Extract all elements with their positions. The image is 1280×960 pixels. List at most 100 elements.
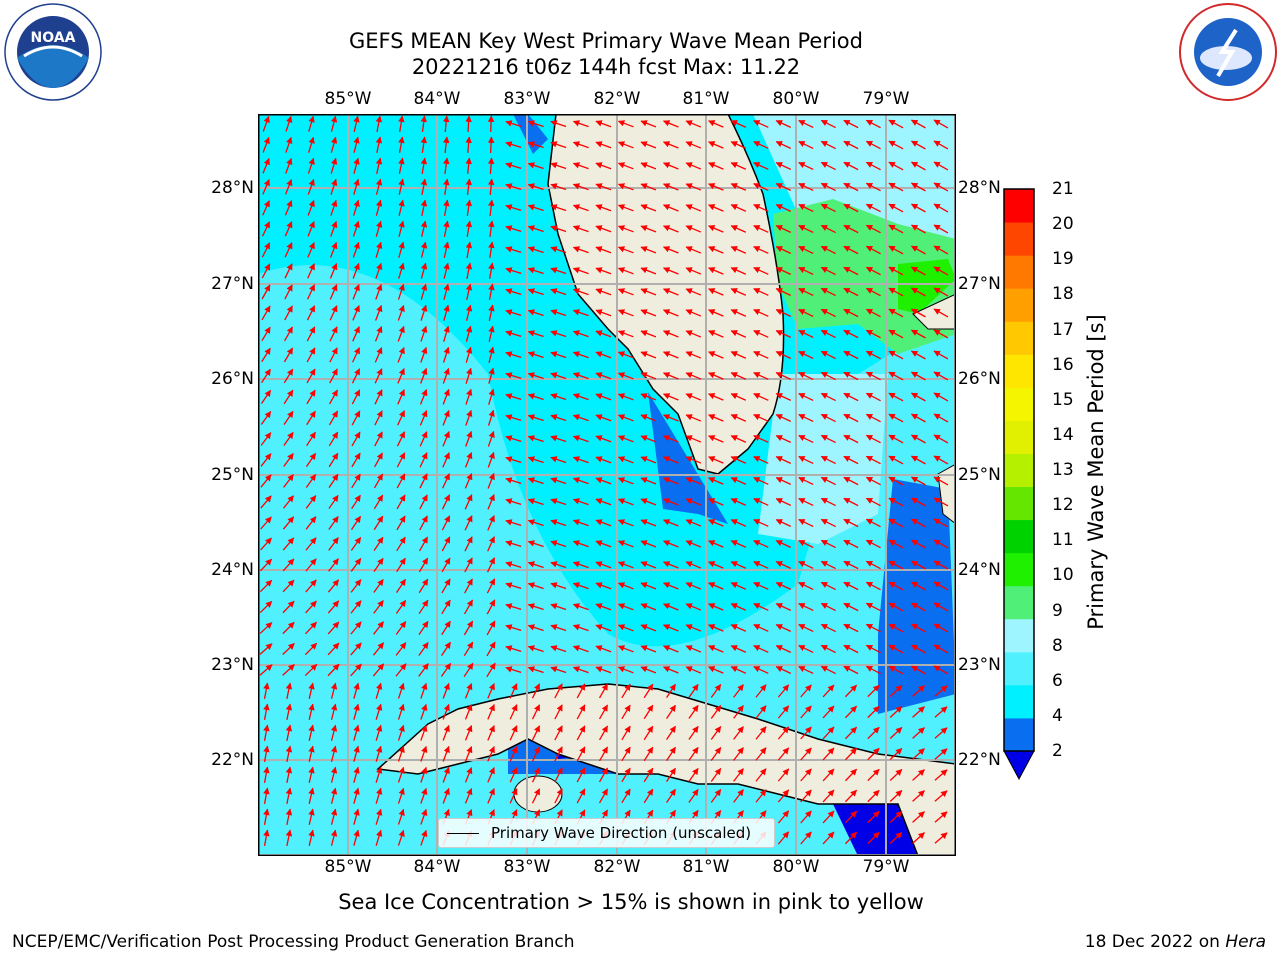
wave-direction-arrow xyxy=(488,304,495,321)
wave-direction-arrow xyxy=(375,199,383,216)
wave-direction-arrow xyxy=(595,435,612,443)
wave-direction-arrow xyxy=(685,330,702,338)
wave-direction-arrow xyxy=(464,745,473,762)
wave-direction-arrow xyxy=(550,477,567,485)
wave-direction-arrow xyxy=(398,136,405,153)
wave-direction-arrow xyxy=(260,389,272,404)
wave-direction-arrow xyxy=(327,642,340,656)
wave-direction-arrow xyxy=(888,413,904,423)
wave-direction-arrow xyxy=(865,245,881,255)
wave-direction-arrow xyxy=(865,371,881,381)
wave-direction-arrow xyxy=(753,120,769,128)
wave-direction-arrow xyxy=(505,330,522,338)
wave-direction-arrow xyxy=(753,141,769,149)
wave-direction-arrow xyxy=(550,288,567,296)
lon-label-bottom: 85°W xyxy=(324,857,372,877)
wave-direction-arrow xyxy=(843,497,859,507)
wave-direction-arrow xyxy=(867,768,880,782)
wave-direction-arrow xyxy=(531,683,541,699)
colorbar-tick-label: 10 xyxy=(1052,565,1074,586)
wave-direction-arrow xyxy=(374,347,383,363)
wave-direction-arrow xyxy=(617,477,634,485)
wave-direction-arrow xyxy=(800,789,812,803)
wave-direction-arrow xyxy=(843,644,859,654)
wave-direction-arrow xyxy=(688,683,699,698)
wave-direction-arrow xyxy=(262,115,270,132)
wave-direction-arrow xyxy=(775,246,792,254)
wave-direction-arrow xyxy=(572,624,589,632)
wave-direction-arrow xyxy=(350,536,362,551)
wave-direction-arrow xyxy=(263,766,270,783)
wave-direction-arrow xyxy=(398,178,405,195)
wave-direction-arrow xyxy=(373,473,384,489)
wave-direction-arrow xyxy=(820,371,836,381)
wave-direction-arrow xyxy=(487,683,495,699)
wave-direction-arrow xyxy=(912,727,925,739)
wave-period-map xyxy=(258,114,956,856)
wave-direction-arrow xyxy=(843,287,859,297)
lat-label-right: 23°N xyxy=(958,655,1001,675)
wave-direction-arrow xyxy=(420,304,428,321)
lat-label-left: 25°N xyxy=(211,465,254,485)
wave-direction-arrow xyxy=(662,624,679,632)
wave-direction-arrow xyxy=(755,705,767,719)
wave-direction-arrow xyxy=(865,119,881,129)
wave-direction-arrow xyxy=(643,704,654,720)
wave-direction-arrow xyxy=(820,497,836,507)
wave-direction-arrow xyxy=(285,829,293,846)
wave-direction-arrow xyxy=(441,557,451,573)
wave-direction-arrow xyxy=(550,645,567,653)
wave-direction-arrow xyxy=(464,473,473,489)
wave-direction-arrow xyxy=(775,330,792,338)
wave-direction-arrow xyxy=(374,410,383,426)
wave-direction-arrow xyxy=(284,178,293,195)
wave-direction-arrow xyxy=(640,519,657,527)
wave-direction-arrow xyxy=(865,623,881,633)
wave-direction-arrow xyxy=(888,266,904,276)
wave-direction-arrow xyxy=(666,788,676,804)
wave-direction-arrow xyxy=(465,115,472,133)
wave-direction-arrow xyxy=(640,540,657,548)
wave-direction-arrow xyxy=(910,245,926,255)
wave-direction-arrow xyxy=(487,115,495,133)
wave-direction-arrow xyxy=(262,157,270,174)
wave-direction-arrow xyxy=(933,182,949,192)
wave-direction-arrow xyxy=(775,540,792,548)
wave-direction-arrow xyxy=(775,414,792,422)
wave-direction-arrow xyxy=(305,495,317,509)
wave-direction-arrow xyxy=(330,178,338,195)
wave-direction-arrow xyxy=(934,790,948,802)
wave-direction-arrow xyxy=(263,829,270,846)
colorbar-segment xyxy=(1004,585,1034,620)
wave-direction-arrow xyxy=(753,414,769,422)
wave-direction-arrow xyxy=(685,225,702,233)
wave-direction-arrow xyxy=(733,768,744,782)
wave-direction-arrow xyxy=(419,431,428,447)
colorbar-tick-label: 6 xyxy=(1052,670,1063,691)
wave-direction-arrow xyxy=(822,684,835,698)
wave-direction-arrow xyxy=(330,199,338,216)
wave-direction-arrow xyxy=(418,620,429,635)
wave-direction-arrow xyxy=(487,515,495,531)
wave-direction-arrow xyxy=(441,494,451,510)
wave-direction-arrow xyxy=(443,283,450,300)
wave-direction-arrow xyxy=(443,325,450,342)
wave-direction-arrow xyxy=(419,410,428,426)
wave-direction-arrow xyxy=(375,724,383,741)
wave-direction-arrow xyxy=(798,245,814,255)
wave-direction-arrow xyxy=(820,476,836,486)
wave-direction-arrow xyxy=(554,767,563,783)
wave-direction-arrow xyxy=(505,162,522,170)
wave-direction-arrow xyxy=(843,581,859,591)
wave-direction-arrow xyxy=(259,579,273,593)
wave-direction-arrow xyxy=(730,414,747,422)
wave-direction-arrow xyxy=(798,140,814,150)
wave-direction-arrow xyxy=(798,413,814,423)
wave-direction-arrow xyxy=(730,645,747,653)
wave-direction-arrow xyxy=(576,767,586,783)
wave-direction-arrow xyxy=(328,431,339,447)
wave-direction-arrow xyxy=(640,624,657,632)
wave-direction-arrow xyxy=(822,831,835,845)
wave-direction-arrow xyxy=(685,204,702,212)
wave-direction-arrow xyxy=(488,325,495,342)
